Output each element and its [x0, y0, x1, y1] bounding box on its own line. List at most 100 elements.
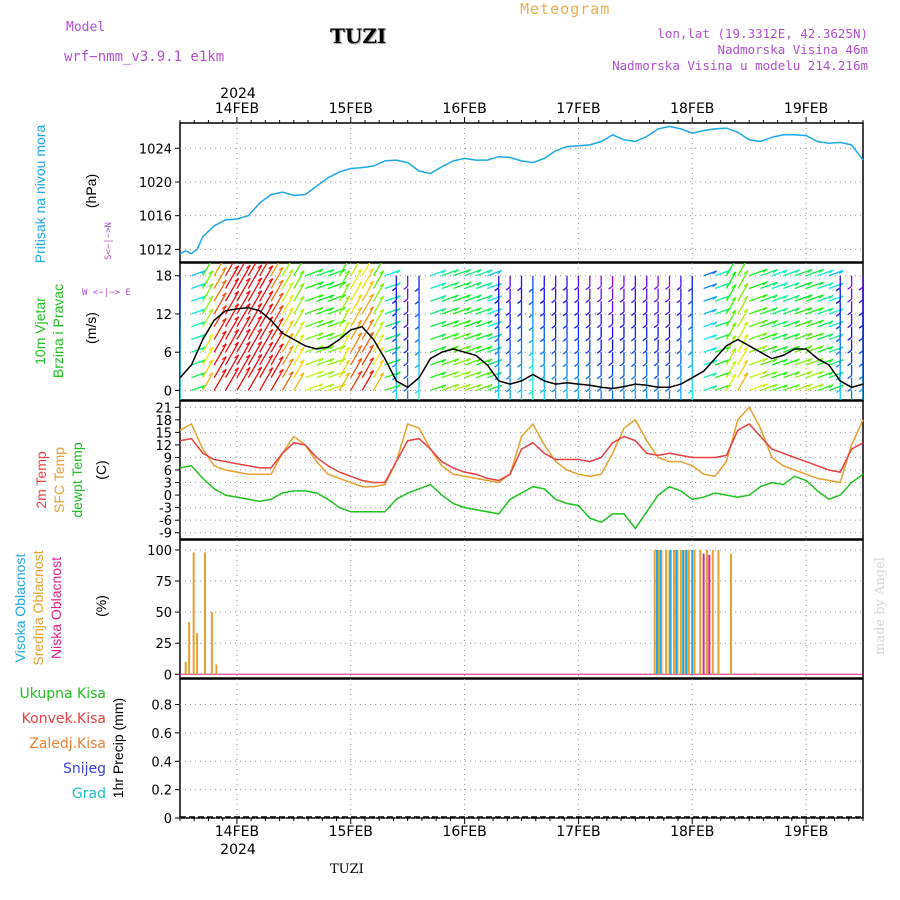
wind-barb-feather	[783, 282, 788, 287]
wind-barb	[384, 345, 401, 353]
wind-barb-feather	[396, 346, 401, 351]
wind-barb	[452, 358, 471, 366]
wind-barb	[304, 383, 324, 392]
wind-barb	[714, 371, 731, 379]
wind-barb-feather	[234, 290, 240, 295]
y-tick-label: 15	[155, 426, 172, 441]
wind-barb-feather	[858, 337, 863, 342]
wind-barb-feather	[288, 294, 294, 299]
wind-barb-feather	[278, 356, 284, 361]
wind-barb	[737, 334, 749, 353]
wind-barb-feather	[245, 264, 251, 269]
y-tick-label: 100	[147, 544, 172, 559]
wind-barb-feather	[596, 285, 602, 290]
wind-barb	[316, 345, 335, 353]
wind-barb	[794, 294, 813, 302]
wind-barb-feather	[454, 371, 459, 376]
wind-barb-feather	[795, 269, 800, 274]
wind-barb	[783, 282, 800, 290]
wind-barb-feather	[828, 333, 834, 338]
wind-barb	[316, 319, 335, 328]
wind-barb-feather	[476, 383, 482, 388]
wind-barb-feather	[299, 270, 305, 275]
wind-barb	[202, 263, 211, 277]
wind-barb-feather	[278, 266, 284, 271]
wind-barb-feather	[539, 299, 545, 304]
wind-barb	[236, 277, 251, 302]
wind-barb	[817, 333, 834, 341]
wind-barb	[714, 384, 731, 392]
wind-barb-feather	[357, 268, 363, 273]
wind-barb-feather	[379, 372, 385, 377]
wind-barb-feather	[441, 320, 447, 325]
wind-barb-feather	[245, 366, 251, 371]
wind-barb	[338, 334, 351, 353]
wind-barb-feather	[731, 296, 737, 301]
wind-barb	[464, 345, 482, 353]
wind-barb-feather	[414, 389, 420, 394]
wind-barb	[771, 384, 788, 392]
wind-barb	[748, 319, 768, 328]
wind-barb	[441, 294, 459, 302]
wind-barb-feather	[783, 371, 788, 376]
wind-barb-feather	[454, 307, 459, 312]
wind-barb-feather	[762, 370, 768, 375]
wind-barb	[202, 372, 214, 391]
wind-barb-feather	[476, 281, 482, 286]
wind-barb-feather	[585, 375, 591, 380]
wind-barb-feather	[221, 266, 227, 271]
wind-barb	[748, 268, 768, 277]
wind-barb	[247, 315, 263, 340]
y-tick-label: 0	[164, 489, 172, 504]
wind-barb	[714, 320, 731, 328]
wind-barb-feather	[476, 345, 482, 350]
wind-barb-feather	[494, 287, 500, 292]
wind-barb-feather	[619, 375, 625, 380]
wind-barb	[316, 383, 335, 392]
wind-barb-feather	[687, 326, 693, 331]
wind-barb-feather	[391, 350, 397, 355]
wind-barb	[350, 332, 363, 353]
wind-barb	[430, 333, 447, 341]
wind-barb	[452, 281, 471, 290]
wind-barb	[293, 263, 302, 277]
wind-barb	[441, 320, 459, 328]
wind-barb	[771, 320, 788, 328]
y-tick-label: 6	[164, 464, 172, 479]
wind-barb-feather	[858, 388, 863, 393]
wind-barb-feather	[391, 299, 397, 304]
wind-barb	[737, 372, 749, 391]
wind-barb-feather	[505, 324, 511, 329]
coords-label: lon,lat (19.3312E, 42.3625N)	[657, 26, 868, 41]
wind-barb-feather	[278, 279, 284, 284]
wind-barb-feather	[268, 290, 274, 295]
wind-barb-feather	[505, 388, 511, 393]
wind-barb-feather	[847, 362, 853, 367]
wind-barb-feather	[731, 309, 737, 314]
wind-barb-feather	[528, 313, 534, 319]
wind-barb-feather	[819, 268, 824, 273]
wind-barb	[817, 371, 834, 379]
wind-barb-feather	[630, 375, 636, 380]
wind-barb-feather	[653, 311, 659, 316]
y-tick-label: 12	[155, 439, 172, 454]
wind-barb-feather	[391, 338, 397, 343]
wind-barb	[259, 265, 274, 289]
wind-barb-feather	[257, 290, 263, 295]
wind-barb-feather	[665, 387, 670, 392]
wind-barb	[464, 370, 482, 379]
wind-barb-feather	[278, 343, 284, 348]
wind-barb-feather	[858, 324, 863, 329]
wind-barb-feather	[665, 311, 670, 316]
wind-barb	[703, 321, 717, 328]
wind-barb	[247, 354, 263, 379]
day-label-bottom: 15FEB	[329, 824, 373, 840]
wind-barb	[270, 343, 284, 366]
wind-barb-feather	[379, 295, 385, 300]
wind-barb	[714, 333, 731, 341]
wind-barb-feather	[858, 286, 863, 291]
wind-barb	[464, 332, 482, 341]
wind-barb	[760, 294, 778, 302]
wind-barb-feather	[257, 341, 263, 346]
